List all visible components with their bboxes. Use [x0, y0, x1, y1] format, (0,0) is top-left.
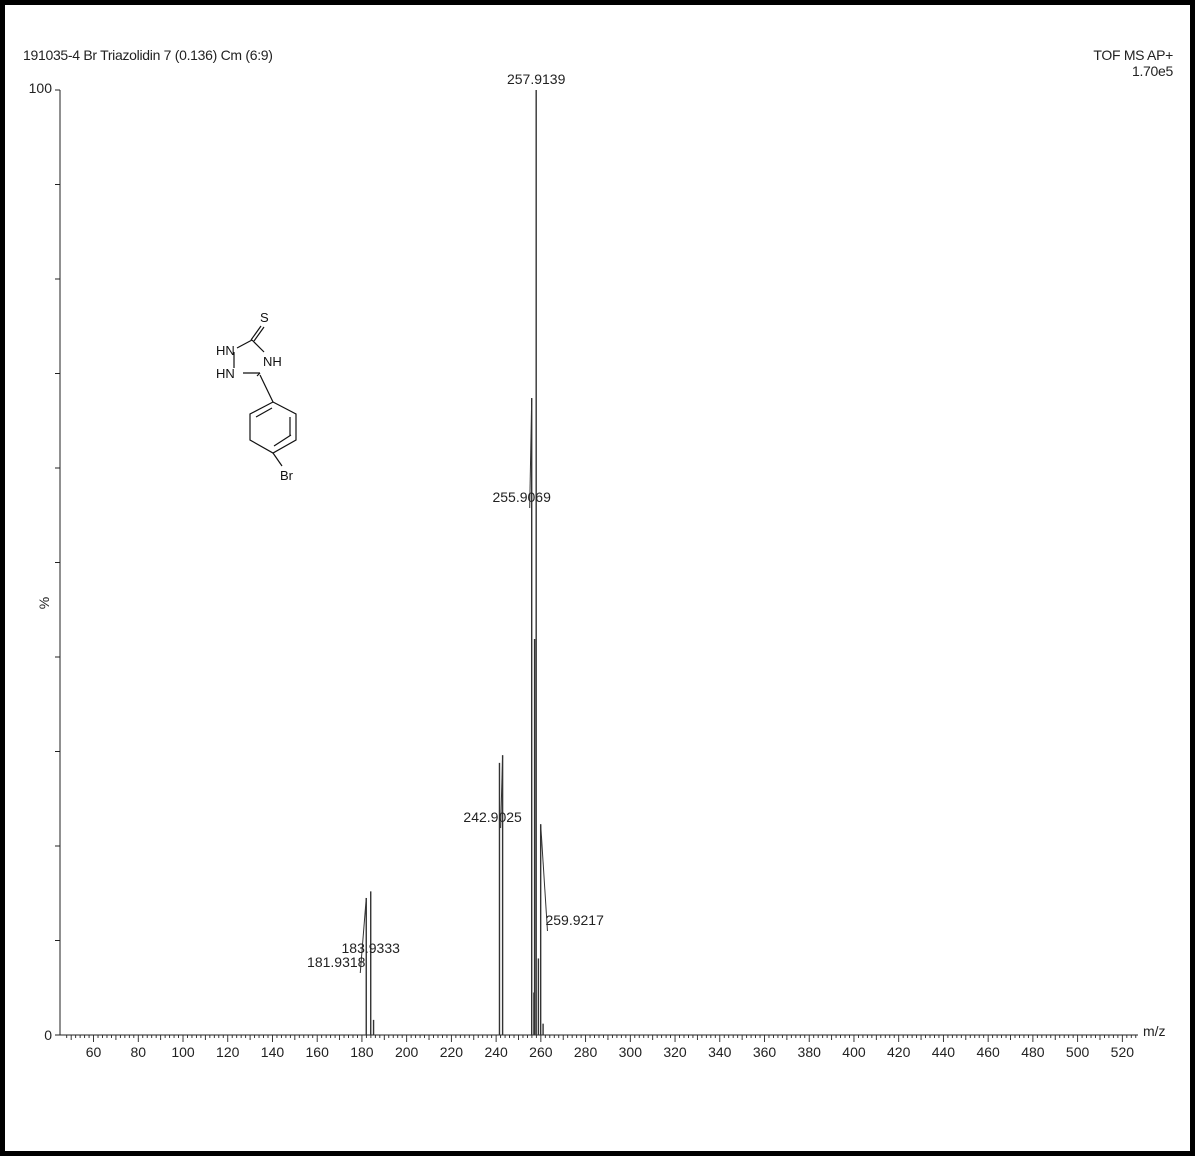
x-tick-label: 520	[1111, 1044, 1135, 1060]
x-tick-label: 300	[619, 1044, 643, 1060]
x-tick-label: 420	[887, 1044, 911, 1060]
bromine-atom-label: Br	[280, 468, 294, 483]
peak-label: 257.9139	[507, 71, 566, 87]
x-tick-label: 120	[216, 1044, 240, 1060]
x-tick-label: 60	[86, 1044, 102, 1060]
nh-atom-label-right: NH	[263, 354, 282, 369]
peak-series	[365, 90, 544, 1035]
x-axis-label: m/z	[1143, 1023, 1166, 1039]
molecule-bonds	[233, 325, 297, 467]
x-tick-label: 240	[484, 1044, 508, 1060]
x-tick-label: 480	[1021, 1044, 1045, 1060]
x-tick-label: 260	[529, 1044, 553, 1060]
peak-label: 255.9069	[492, 489, 551, 505]
nh-atom-label-top: HN	[216, 343, 235, 358]
y-axis-label: %	[36, 597, 52, 609]
x-tick-label: 280	[574, 1044, 598, 1060]
instrument-mode: TOF MS AP+	[1093, 47, 1173, 63]
x-tick-label: 160	[306, 1044, 330, 1060]
y-axis-min-label: 0	[44, 1027, 52, 1043]
molecule-structure-drawing: S HN HN NH Br	[216, 310, 297, 483]
nh-atom-label-bottom: HN	[216, 366, 235, 381]
x-tick-label: 440	[932, 1044, 956, 1060]
x-tick-label: 500	[1066, 1044, 1090, 1060]
base-peak-intensity: 1.70e5	[1131, 63, 1173, 79]
sulfur-atom-label: S	[260, 310, 269, 325]
x-tick-label: 360	[753, 1044, 777, 1060]
peak-leader-line	[540, 824, 548, 932]
axes	[55, 89, 1138, 1036]
peak-label: 181.9318	[307, 954, 366, 970]
peak-leader-line	[529, 398, 533, 509]
x-tick-label: 380	[798, 1044, 822, 1060]
x-tick-label: 460	[976, 1044, 1000, 1060]
peak-label: 183.9333	[342, 940, 401, 956]
spectrum-title: 191035-4 Br Triazolidin 7 (0.136) Cm (6:…	[23, 47, 273, 63]
peak-label: 242.9025	[463, 809, 522, 825]
x-tick-label: 340	[708, 1044, 732, 1060]
peak-leader-line	[500, 755, 504, 829]
x-tick-label: 140	[261, 1044, 285, 1060]
peak-label: 259.9217	[545, 912, 604, 928]
x-axis-ticks: 60 80 100 120 140 160 180 200 220 240 260 280 300 320…	[66, 1035, 1137, 1060]
x-tick-label: 220	[440, 1044, 464, 1060]
x-tick-label: 200	[395, 1044, 419, 1060]
x-tick-label: 180	[350, 1044, 374, 1060]
peak-leader-line	[359, 897, 367, 974]
y-axis-max-label: 100	[29, 80, 53, 96]
x-tick-label: 80	[130, 1044, 146, 1060]
x-tick-label: 320	[663, 1044, 687, 1060]
x-tick-label: 400	[842, 1044, 866, 1060]
x-tick-label: 100	[171, 1044, 195, 1060]
